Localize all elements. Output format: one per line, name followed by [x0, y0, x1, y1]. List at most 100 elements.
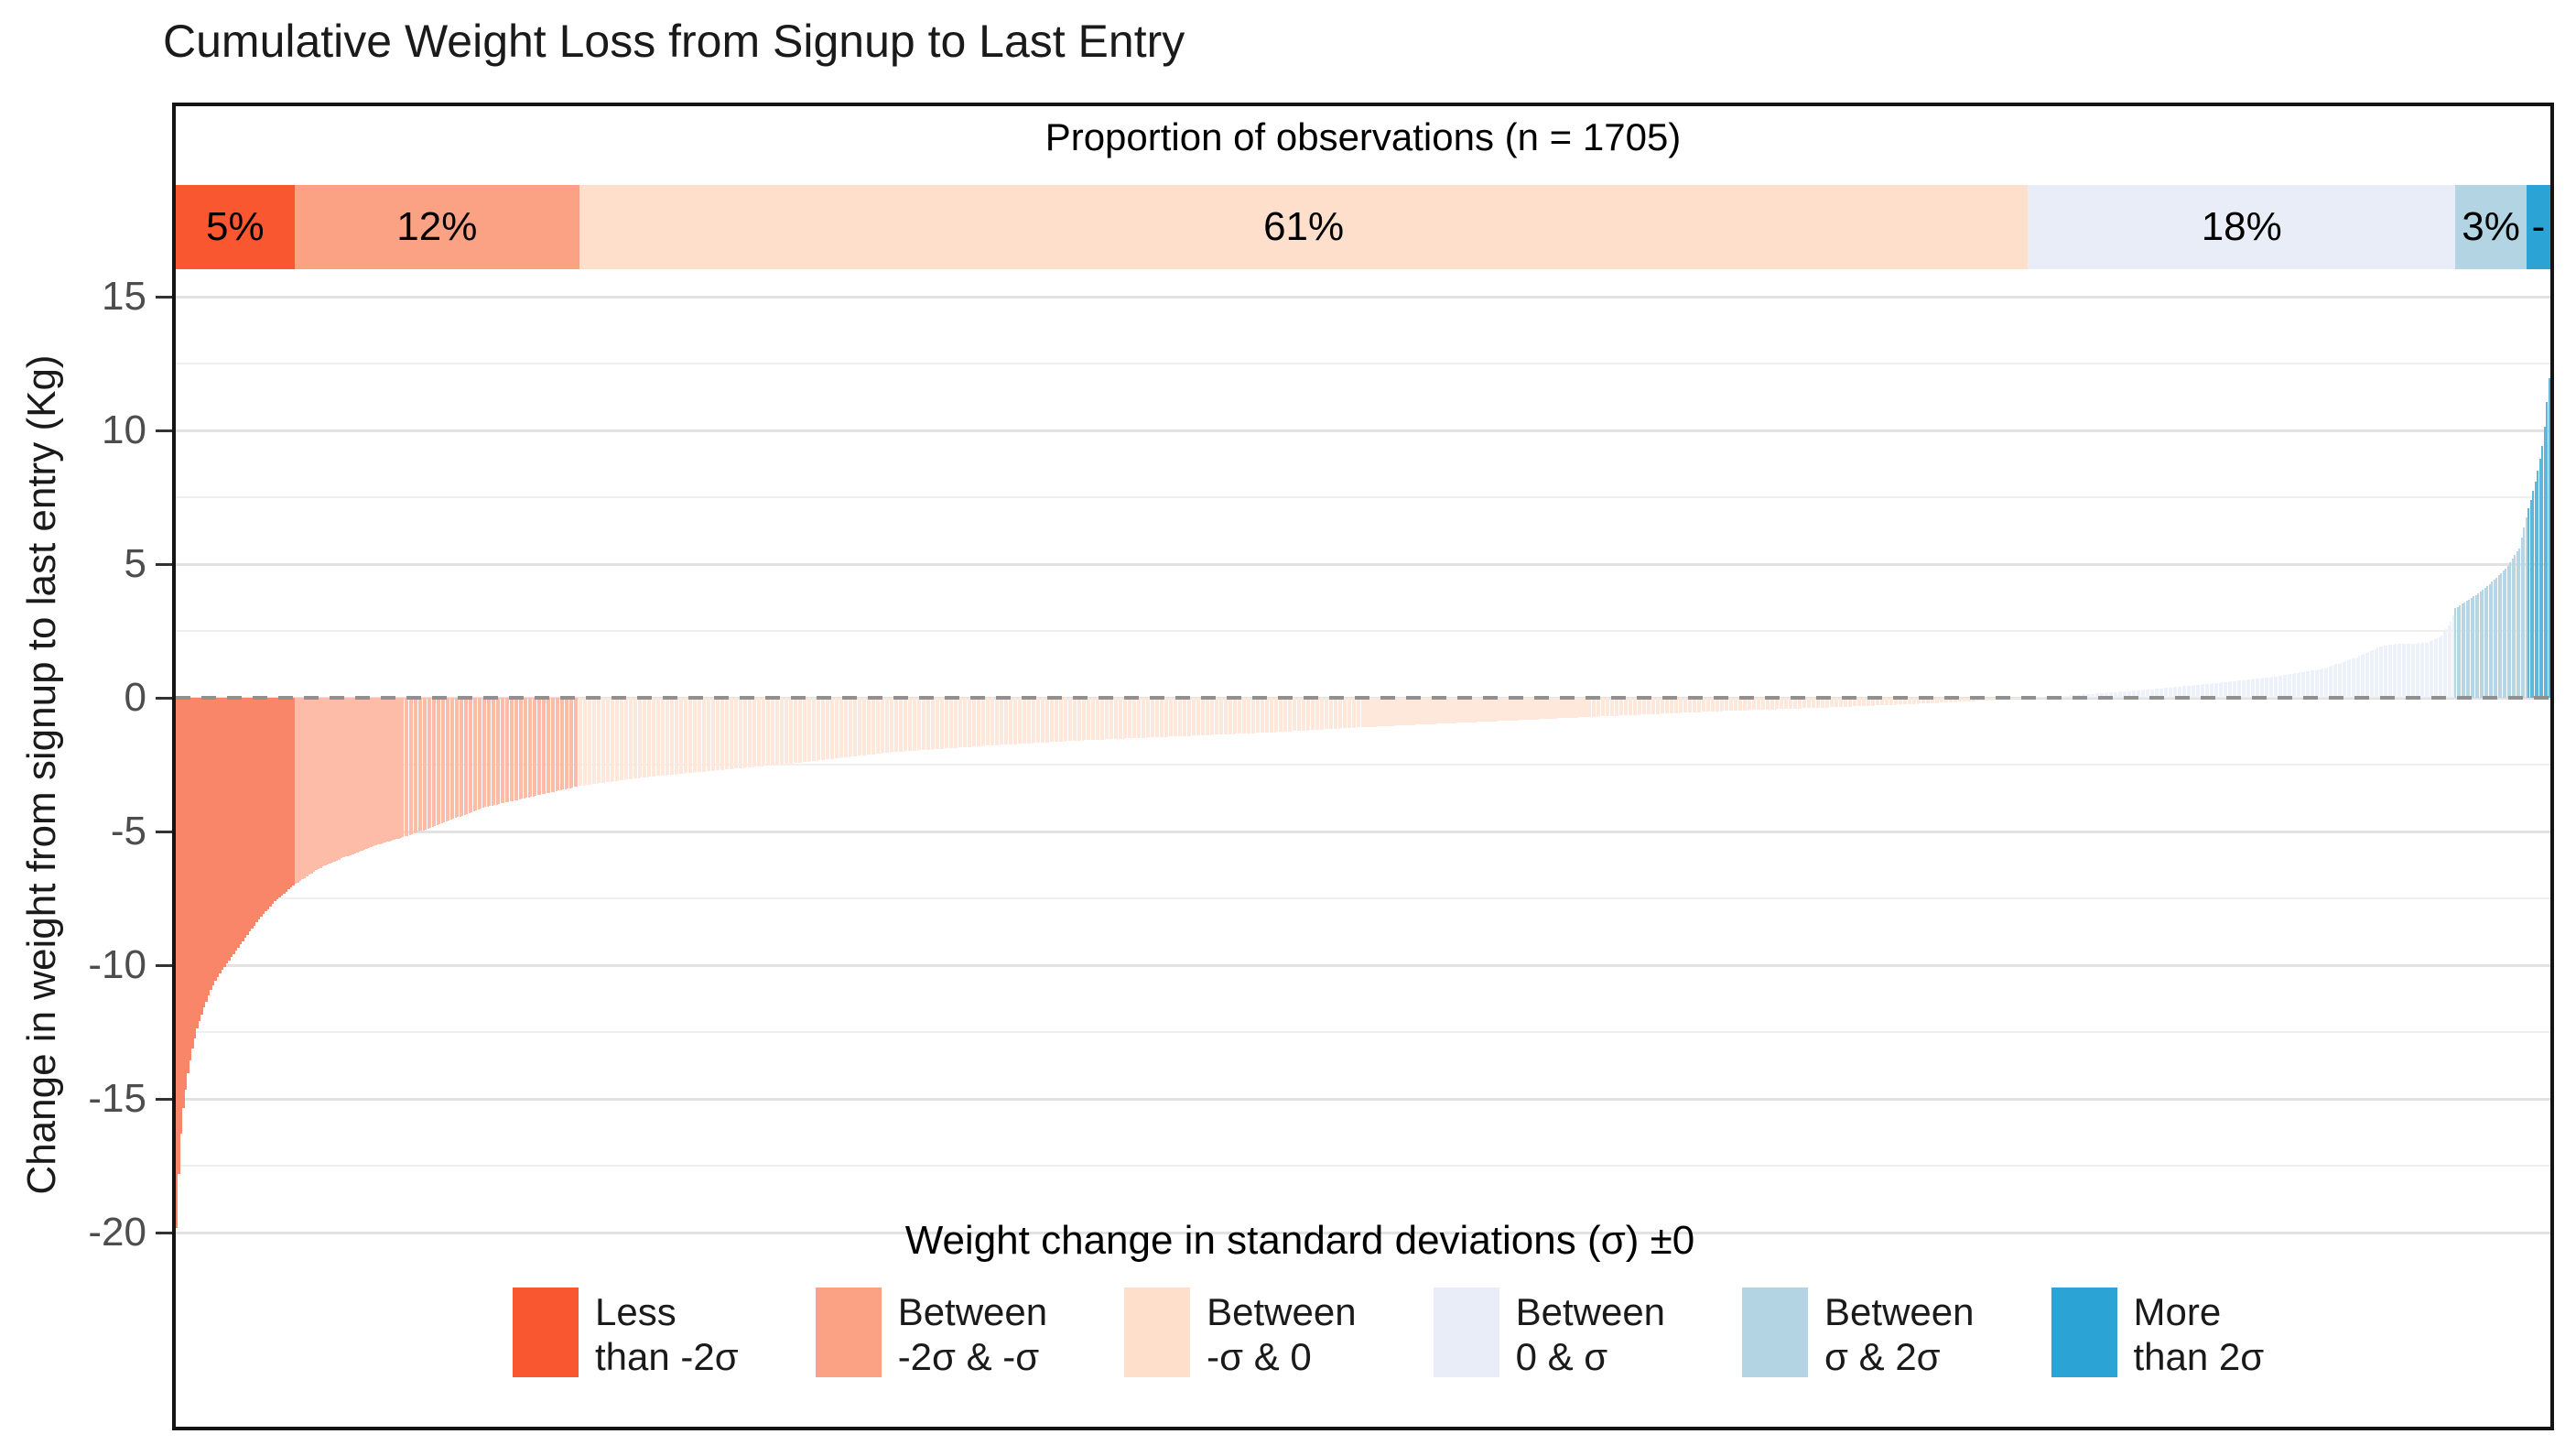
observation-bar	[992, 698, 995, 745]
legend-swatch	[1124, 1288, 1191, 1377]
observation-bar	[330, 698, 334, 863]
observation-bar	[869, 698, 871, 755]
observation-bar	[756, 698, 759, 767]
observation-bar	[1850, 698, 1853, 707]
observation-bar	[2401, 644, 2404, 698]
minor-gridline	[176, 1031, 2550, 1033]
observation-bar	[2088, 693, 2091, 698]
observation-bar	[2166, 688, 2169, 698]
observation-bar	[1283, 698, 1285, 732]
observation-bar	[782, 698, 785, 765]
observation-bar	[2474, 594, 2477, 698]
observation-bar	[1866, 698, 1868, 706]
observation-bar	[1843, 698, 1845, 707]
observation-bar	[701, 698, 704, 772]
observation-bar	[1690, 698, 1693, 712]
observation-bar	[532, 698, 535, 797]
observation-bar	[2441, 635, 2443, 698]
observation-bar	[1879, 698, 1882, 706]
observation-bar	[1815, 698, 1818, 708]
observation-bar	[562, 698, 565, 790]
observation-bar	[880, 698, 882, 754]
observation-bar	[1818, 698, 1821, 708]
observation-bar	[2548, 378, 2550, 698]
observation-bar	[546, 698, 548, 794]
observation-bar	[651, 698, 654, 777]
observation-bar	[1269, 698, 1272, 733]
observation-bar	[244, 698, 247, 939]
observation-bar	[1763, 698, 1766, 710]
observation-bar	[514, 698, 516, 801]
observation-bar	[2479, 591, 2482, 698]
observation-bar	[2415, 643, 2418, 698]
observation-bar	[916, 698, 919, 751]
observation-bar	[1900, 698, 1903, 705]
observation-bar	[2287, 674, 2289, 698]
observation-bar	[2191, 685, 2193, 698]
observation-bar	[829, 698, 832, 759]
observation-bar	[928, 698, 931, 750]
observation-bar	[626, 698, 629, 780]
observation-bar	[1484, 698, 1487, 723]
observation-bar	[2369, 650, 2372, 698]
observation-bar	[1331, 698, 1334, 730]
observation-bar	[1504, 698, 1508, 722]
minor-gridline	[176, 496, 2550, 498]
observation-bar	[2163, 688, 2166, 698]
observation-bar	[1397, 698, 1400, 726]
observation-bar	[765, 698, 768, 766]
observation-bar	[674, 698, 676, 775]
observation-bar	[1011, 698, 1013, 744]
observation-bar	[1836, 698, 1839, 708]
observation-bar	[1365, 698, 1368, 727]
observation-bar	[979, 698, 981, 746]
observation-bar	[1585, 698, 1587, 718]
observation-bar	[1337, 698, 1340, 729]
observation-bar	[1605, 698, 1607, 717]
observation-bar	[2491, 581, 2494, 698]
observation-bar	[1047, 698, 1050, 743]
observation-bar	[390, 698, 393, 841]
observation-bar	[1948, 698, 1951, 702]
observation-bar	[445, 698, 448, 822]
observation-bar	[1737, 698, 1740, 711]
observation-bar	[1043, 698, 1045, 743]
observation-bar	[779, 698, 782, 765]
observation-bar	[965, 698, 968, 747]
observation-bar	[1660, 698, 1662, 714]
observation-bar	[1177, 698, 1180, 737]
observation-bar	[1371, 698, 1375, 727]
observation-bar	[1575, 698, 1578, 718]
observation-bar	[2310, 670, 2312, 698]
observation-bar	[385, 698, 388, 842]
observation-bar	[800, 698, 803, 763]
observation-bar	[298, 698, 302, 881]
legend-entry: More than 2σ	[2051, 1288, 2264, 1379]
observation-bar	[1795, 698, 1798, 709]
observation-bar	[255, 698, 258, 923]
observation-bar	[1472, 698, 1476, 723]
observation-bar	[631, 698, 633, 779]
observation-bar	[754, 698, 757, 767]
observation-bar	[2502, 570, 2505, 698]
observation-bar	[461, 698, 464, 816]
legend-entry: Between σ & 2σ	[1742, 1288, 1975, 1379]
observation-bar	[1326, 698, 1329, 730]
observation-bar	[1694, 698, 1697, 712]
observation-bar	[706, 698, 709, 772]
observation-bar	[2360, 655, 2363, 698]
observation-bar	[207, 698, 211, 996]
observation-bar	[1751, 698, 1754, 711]
observation-bar	[910, 698, 913, 752]
observation-bar	[285, 698, 288, 892]
observation-bar	[1308, 698, 1311, 731]
observation-bar	[860, 698, 862, 756]
observation-bar	[1379, 698, 1381, 727]
observation-bar	[1324, 698, 1326, 730]
observation-bar	[1705, 698, 1708, 712]
observation-bar	[1692, 698, 1694, 712]
observation-bar	[427, 698, 429, 829]
observation-bar	[292, 698, 295, 886]
observation-bar	[2246, 679, 2248, 698]
observation-bar	[1098, 698, 1100, 740]
